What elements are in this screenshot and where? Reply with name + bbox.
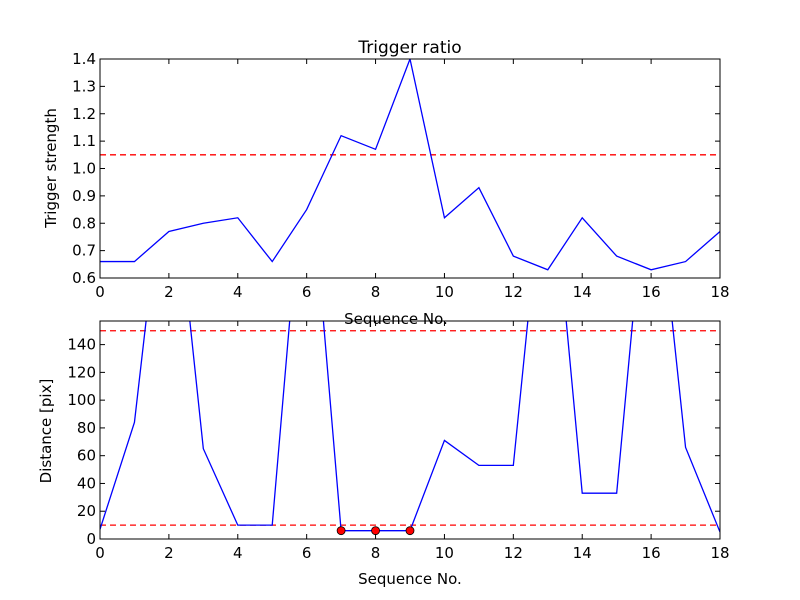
x-tick-label: 16 (642, 544, 661, 562)
x-axis-label: Sequence No. (358, 570, 462, 588)
x-tick-label: 4 (233, 283, 243, 301)
x-tick-label: 2 (164, 283, 174, 301)
y-tick-label: 140 (67, 336, 96, 354)
y-tick-label: 0.9 (72, 187, 96, 205)
y-tick-label: 0 (86, 530, 96, 548)
highlight-point (405, 526, 415, 536)
distance-plot: 0 2 4 6 8 10 12 14 16 18 0 20 40 60 80 100 120 140 (67, 320, 730, 562)
x-tick-label: 0 (95, 544, 105, 562)
x-tick-label: 14 (573, 283, 592, 301)
x-tick-label: 6 (302, 544, 312, 562)
highlight-point (336, 526, 346, 536)
y-tick-label: 1.1 (72, 132, 96, 150)
x-tick-label: 18 (710, 544, 729, 562)
x-tick-label: 12 (504, 283, 523, 301)
x-tick-label: 10 (435, 544, 454, 562)
y-tick-label: 40 (77, 474, 96, 492)
chart-title: Trigger ratio (357, 38, 461, 58)
x-tick-label: 6 (302, 283, 312, 301)
x-axis-label: Sequence No. (344, 310, 448, 328)
trigger-ratio-plot: 0 2 4 6 8 10 12 14 16 18 0.6 0.7 0.8 0.9 1.0 1.1 1.2 1.3 1… (72, 50, 729, 301)
x-tick-label: 14 (573, 544, 592, 562)
highlight-point (371, 526, 380, 536)
y-tick-label: 20 (77, 502, 96, 520)
trigger-ratio-panel: Trigger ratio 0 2 4 6 8 10 12 14 16 18 0.6 0.7 0.8 0.… (42, 38, 730, 328)
y-tick-label: 0.6 (72, 269, 96, 287)
x-tick-label: 8 (371, 283, 381, 301)
y-tick-label: 1.0 (72, 160, 96, 178)
x-tick-label: 2 (164, 544, 174, 562)
y-tick-label: 1.3 (72, 77, 96, 95)
x-tick-label: 4 (233, 544, 243, 562)
y-axis-label: Trigger strength (42, 108, 60, 229)
x-tick-label: 8 (371, 544, 381, 562)
axes-frame (99, 320, 721, 540)
y-tick-label: 1.4 (72, 50, 96, 68)
x-tick-label: 10 (435, 283, 454, 301)
distance-panel: 0 2 4 6 8 10 12 14 16 18 0 20 40 60 80 100 120 140 Sequen… (37, 320, 730, 588)
y-tick-label: 80 (77, 419, 96, 437)
y-tick-label: 0.7 (72, 242, 96, 260)
y-tick-label: 1.2 (72, 105, 96, 123)
x-tick-label: 18 (710, 283, 729, 301)
y-axis-label: Distance [pix] (37, 379, 55, 484)
x-tick-label: 16 (642, 283, 661, 301)
y-tick-label: 0.8 (72, 214, 96, 232)
axes-frame (99, 58, 721, 279)
x-tick-label: 12 (504, 544, 523, 562)
y-tick-label: 120 (67, 363, 96, 381)
x-tick-label: 0 (95, 283, 105, 301)
y-tick-label: 100 (67, 391, 96, 409)
series-line (100, 59, 720, 271)
y-tick-label: 60 (77, 447, 96, 465)
